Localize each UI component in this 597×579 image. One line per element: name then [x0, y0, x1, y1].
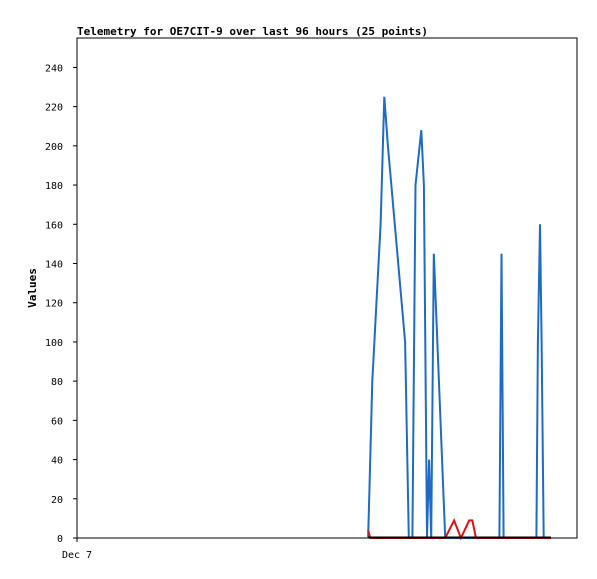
y-tick-label: 80 — [51, 377, 63, 388]
y-tick-label: 220 — [45, 103, 63, 114]
y-tick-label: 60 — [51, 416, 63, 427]
series-line-2 — [367, 517, 551, 541]
y-axis-label: Values — [26, 268, 39, 308]
y-tick-label: 20 — [51, 495, 63, 506]
series-layer — [367, 96, 551, 541]
y-tick-label: 100 — [45, 338, 63, 349]
y-tick-label: 120 — [45, 299, 63, 310]
chart-title: Telemetry for OE7CIT-9 over last 96 hour… — [77, 25, 428, 38]
y-tick-label: 160 — [45, 220, 63, 231]
plot-frame — [76, 37, 578, 539]
y-tick-label: 140 — [45, 259, 63, 270]
series-line-1 — [367, 96, 551, 539]
x-tick-label: Dec 7 — [62, 550, 92, 561]
y-tick-label: 0 — [57, 534, 63, 545]
y-tick-label: 180 — [45, 181, 63, 192]
y-tick-label: 200 — [45, 142, 63, 153]
x-axis: Dec 7 — [62, 538, 92, 561]
y-axis: 0 20 40 60 80 100 120 140 160 180 200 220 240 — [45, 63, 77, 545]
y-tick-label: 240 — [45, 63, 63, 74]
y-tick-label: 40 — [51, 456, 63, 467]
